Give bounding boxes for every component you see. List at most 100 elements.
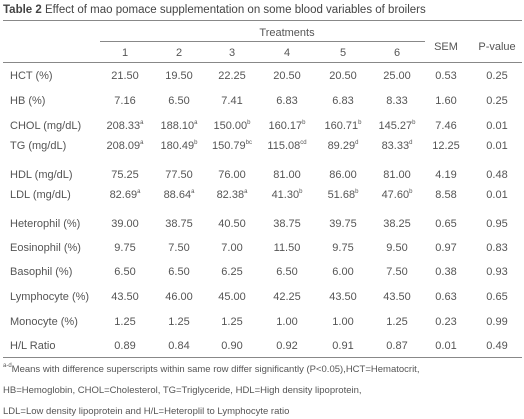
cell-superscript: b (247, 120, 251, 126)
rule (3, 20, 522, 21)
cell-value: 41.30 (271, 189, 300, 201)
cell: 0.91 (332, 340, 354, 352)
cell-value: 208.09 (106, 140, 141, 152)
cell-superscript: b (412, 120, 416, 126)
cell: 0.01 (486, 189, 508, 201)
row-label: LDL (mg/dL) (10, 189, 71, 201)
cell-value: 89.29 (327, 140, 356, 152)
cell: 6.83 (332, 95, 354, 107)
cell: 38.25 (383, 218, 411, 230)
cell: 82.69a (110, 188, 141, 202)
cell-value: 150.00 (213, 120, 248, 132)
cell-superscript: b (355, 189, 359, 195)
row-label: Monocyte (%) (10, 316, 78, 328)
cell: 89.29d (328, 139, 359, 153)
cell: 160.71b (325, 119, 362, 133)
row-label: Heterophil (%) (10, 218, 81, 230)
cell: 8.58 (435, 189, 457, 201)
cell: 45.00 (218, 291, 246, 303)
cell: 47.60b (382, 188, 413, 202)
cell: 38.75 (165, 218, 193, 230)
cell: 7.50 (386, 266, 408, 278)
cell: 82.38a (217, 188, 248, 202)
treatment-header: 4 (283, 47, 291, 59)
cell: 0.87 (386, 340, 408, 352)
footnote-text: LDL=Low density lipoprotein and H/L=Hete… (3, 406, 290, 417)
cell: 8.33 (386, 95, 408, 107)
cell: 7.41 (221, 95, 243, 107)
cell: 20.50 (329, 70, 357, 82)
row-label: H/L Ratio (10, 340, 56, 352)
row-label: HB (%) (10, 95, 46, 107)
cell: 0.25 (486, 95, 508, 107)
cell: 0.95 (486, 218, 508, 230)
treatment-header: 3 (228, 47, 236, 59)
cell: 0.01 (486, 140, 508, 152)
cell: 1.25 (221, 316, 243, 328)
cell-superscript: cd (300, 140, 307, 146)
cell: 22.25 (218, 70, 246, 82)
cell-value: 115.08 (267, 140, 301, 152)
row-label: Lymphocyte (%) (10, 291, 90, 303)
cell: 208.33a (107, 119, 144, 133)
cell: 0.92 (276, 340, 298, 352)
cell: 77.50 (165, 169, 193, 181)
cell: 0.97 (435, 242, 457, 254)
cell-superscript: a (191, 189, 195, 195)
cell: 7.00 (221, 242, 243, 254)
cell-value: 150.79 (212, 140, 246, 152)
cell: 7.16 (114, 95, 136, 107)
cell-superscript: a (140, 140, 144, 146)
cell: 0.01 (486, 120, 508, 132)
cell: 4.19 (435, 169, 457, 181)
footnote-text: Means with difference superscripts withi… (11, 364, 420, 375)
cell-value: 188.10 (160, 120, 195, 132)
cell: 0.90 (221, 340, 243, 352)
cell: 9.50 (386, 242, 408, 254)
row-label: HDL (mg/dL) (10, 169, 73, 181)
cell-superscript: b (299, 189, 303, 195)
cell-superscript: b (409, 189, 413, 195)
cell: 0.65 (486, 291, 508, 303)
table-label: Table 2 (3, 4, 42, 16)
cell: 81.00 (383, 169, 411, 181)
cell: 46.00 (165, 291, 193, 303)
row-label: Basophil (%) (10, 266, 73, 278)
cell: 1.00 (276, 316, 298, 328)
cell: 75.25 (111, 169, 139, 181)
cell: 6.50 (168, 266, 190, 278)
cell: 6.50 (114, 266, 136, 278)
cell: 83.33d (382, 139, 413, 153)
cell-superscript: d (409, 140, 413, 146)
cell: 11.50 (273, 242, 301, 254)
group-header: Treatments (259, 27, 315, 39)
cell-value: 51.68 (327, 189, 356, 201)
cell: 0.93 (486, 266, 508, 278)
table-caption: Effect of mao pomace supplementation on … (44, 4, 426, 16)
cell: 39.00 (111, 218, 139, 230)
cell: 0.25 (486, 70, 508, 82)
footnote-line: a-dMeans with difference superscripts wi… (3, 363, 419, 377)
cell: 1.00 (332, 316, 354, 328)
cell: 81.00 (273, 169, 301, 181)
cell: 0.53 (435, 70, 457, 82)
treatment-header: 5 (339, 47, 347, 59)
cell: 76.00 (218, 169, 246, 181)
cell: 7.46 (435, 120, 457, 132)
rule (3, 62, 522, 63)
cell: 160.17b (269, 119, 306, 133)
cell-superscript: bc (245, 140, 252, 146)
cell: 1.25 (114, 316, 136, 328)
cell: 12.25 (432, 140, 460, 152)
cell: 0.48 (486, 169, 508, 181)
cell-value: 82.69 (109, 189, 138, 201)
cell-superscript: a (244, 189, 248, 195)
cell: 39.75 (329, 218, 357, 230)
cell: 1.25 (386, 316, 408, 328)
cell: 150.00b (214, 119, 251, 133)
cell-superscript: a (140, 120, 144, 126)
footnote-superscript: a-d (3, 363, 12, 369)
cell-value: 88.64 (163, 189, 192, 201)
cell-superscript: a (194, 120, 198, 126)
cell: 6.50 (168, 95, 190, 107)
